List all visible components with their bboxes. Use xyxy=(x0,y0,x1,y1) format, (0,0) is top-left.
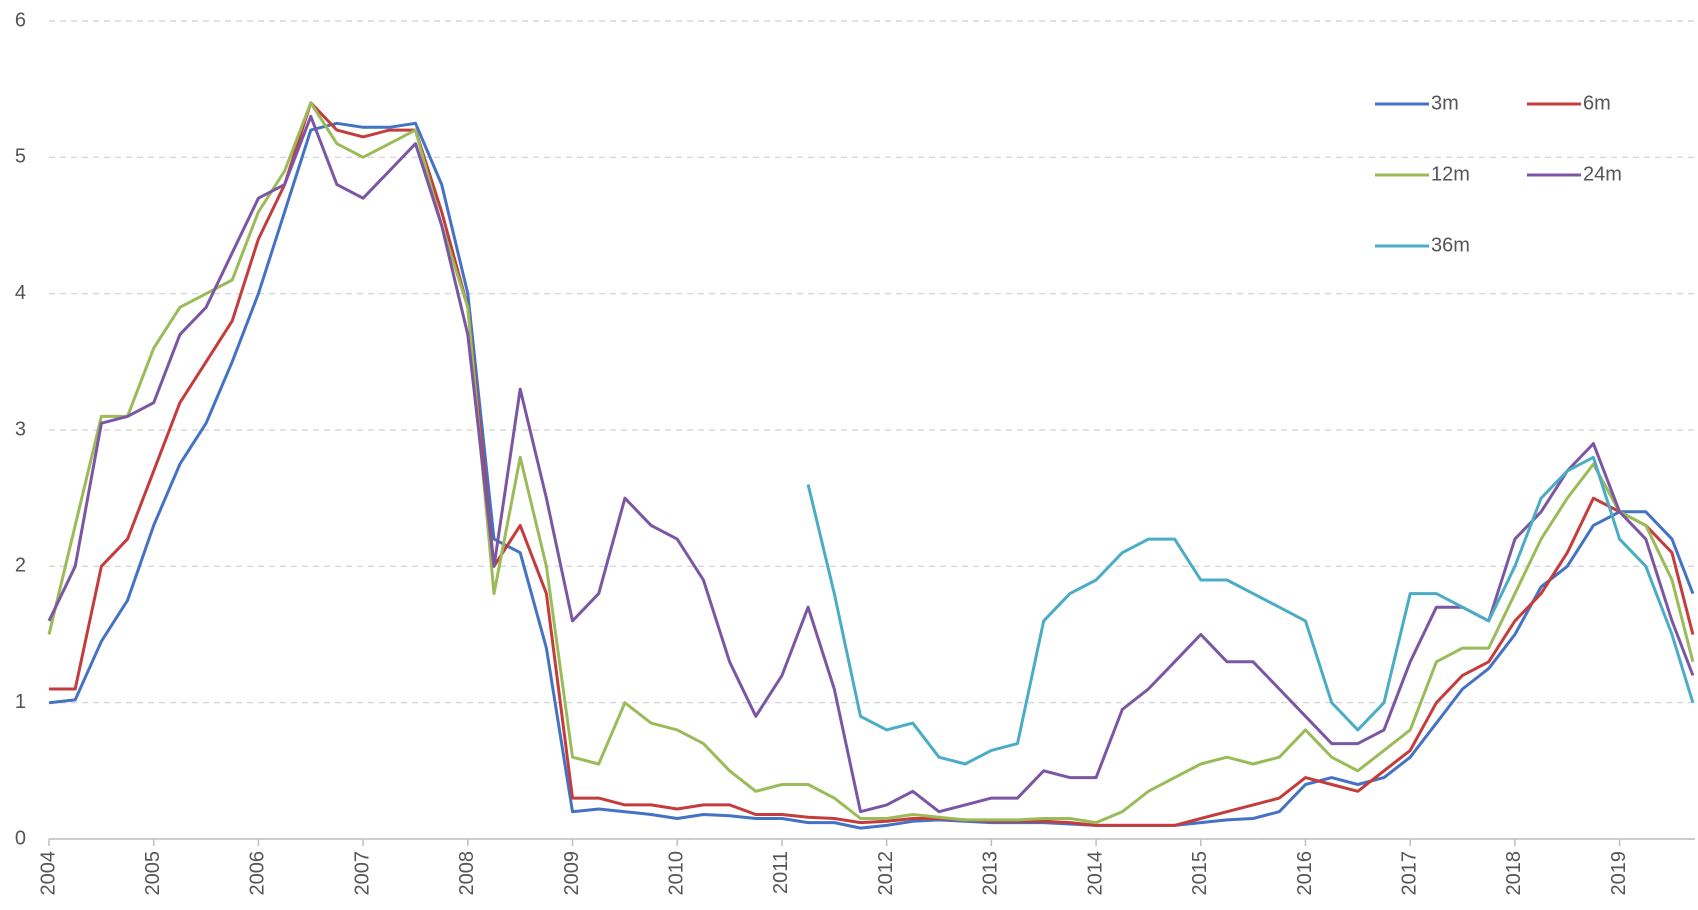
legend-label: 36m xyxy=(1431,234,1470,256)
y-tick-label: 2 xyxy=(15,555,26,577)
y-tick-label: 3 xyxy=(15,418,26,440)
x-tick-label: 2007 xyxy=(351,851,373,896)
line-series xyxy=(806,455,1695,766)
x-tick-label: 2005 xyxy=(142,851,164,896)
y-tick-label: 4 xyxy=(15,282,26,304)
line-series xyxy=(47,101,1695,825)
x-tick-label: 2017 xyxy=(1398,851,1420,896)
x-tick-label: 2009 xyxy=(561,851,583,896)
y-tick-label: 5 xyxy=(15,146,26,168)
line-series xyxy=(48,121,1695,830)
legend-label: 12m xyxy=(1431,163,1470,185)
x-tick-label: 2014 xyxy=(1084,851,1106,896)
x-tick-label: 2008 xyxy=(456,851,478,896)
y-tick-label: 1 xyxy=(15,691,26,713)
line-series xyxy=(47,114,1695,814)
y-tick-label: 0 xyxy=(15,827,26,849)
legend-label: 6m xyxy=(1583,92,1611,114)
x-tick-label: 2004 xyxy=(37,851,59,896)
x-tick-label: 2006 xyxy=(247,851,269,896)
x-tick-label: 2013 xyxy=(980,851,1002,896)
x-tick-label: 2011 xyxy=(770,851,792,894)
y-tick-label: 6 xyxy=(15,9,26,31)
legend-label: 3m xyxy=(1431,92,1459,114)
line-series xyxy=(49,101,1695,827)
x-tick-label: 2019 xyxy=(1608,851,1630,896)
x-tick-label: 2018 xyxy=(1503,851,1525,896)
x-tick-label: 2015 xyxy=(1189,851,1211,896)
legend-label: 24m xyxy=(1583,163,1622,185)
x-tick-label: 2012 xyxy=(875,851,897,896)
x-tick-label: 2010 xyxy=(666,851,688,896)
x-tick-label: 2016 xyxy=(1294,851,1316,896)
